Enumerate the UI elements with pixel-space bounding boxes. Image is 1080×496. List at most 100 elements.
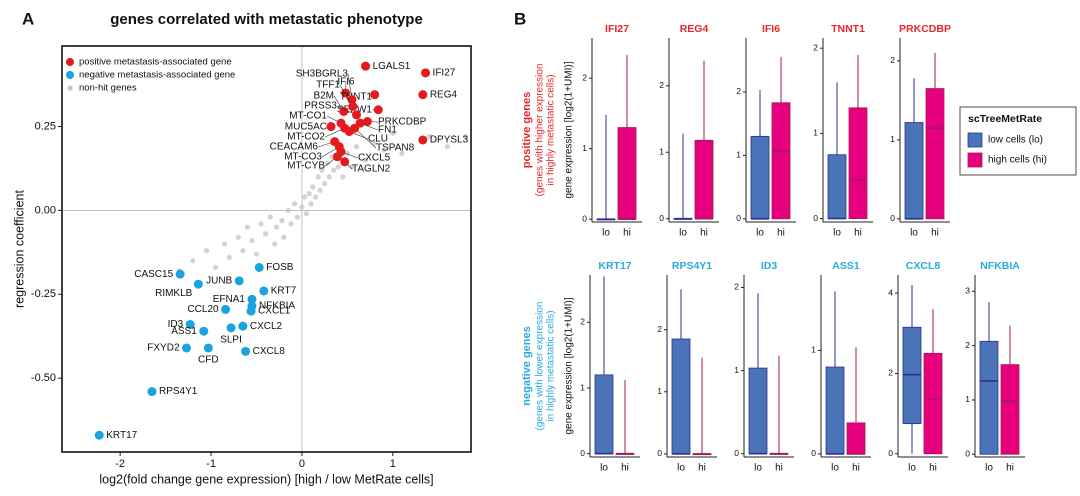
- x-tick-label: lo: [985, 463, 993, 474]
- non-hit-point: [267, 214, 273, 220]
- gene-point: [350, 123, 360, 133]
- point-label: RPS4Y1: [159, 386, 198, 397]
- non-hit-point: [258, 221, 264, 227]
- x-tick-label: lo: [754, 463, 762, 474]
- y-tick-label: 1: [580, 382, 585, 392]
- gene-point: [373, 105, 383, 115]
- x-tick-label: lo: [677, 463, 685, 474]
- y-tick-label: -0.25: [31, 288, 56, 300]
- y-tick-label: 2: [965, 340, 970, 350]
- non-hit-point: [203, 248, 210, 254]
- point-label: NFKBIA: [259, 301, 295, 312]
- point-label: TSPAN8: [376, 143, 415, 154]
- point-label: CXCL5: [358, 153, 391, 164]
- point-label: CXCL8: [253, 346, 286, 357]
- non-hit-point: [349, 164, 355, 170]
- x-tick-label: lo: [679, 228, 687, 239]
- point-label: TNNT1: [340, 92, 373, 103]
- non-hit-point: [335, 164, 341, 170]
- y-tick-label: 2: [888, 368, 893, 378]
- gene-point: [238, 321, 248, 331]
- point-label: SLPI: [220, 334, 242, 345]
- chart-title: genes correlated with metastatic phenoty…: [110, 11, 423, 28]
- point-label: SH3BGRL3: [296, 69, 349, 80]
- point-label: MT-CO1: [289, 111, 327, 122]
- point-label: CASC15: [134, 269, 173, 280]
- gene-point: [362, 116, 372, 126]
- x-axis-label: log2(fold change gene expression) [high …: [99, 472, 433, 486]
- y-tick-label: 2: [657, 324, 662, 334]
- x-tick-label: hi: [775, 463, 783, 474]
- point-label: ASS1: [171, 326, 197, 337]
- y-tick-label: 0.25: [35, 120, 56, 132]
- box: [848, 107, 868, 219]
- gene-point: [203, 343, 213, 353]
- box-title: IFI27: [605, 23, 629, 35]
- gene-point: [351, 110, 361, 120]
- legend-label: non-hit genes: [79, 83, 137, 94]
- non-hit-point: [372, 140, 378, 146]
- y-tick-label: 2: [813, 42, 818, 52]
- non-hit-point: [302, 194, 308, 200]
- panel-letter: B: [514, 9, 526, 28]
- box: [825, 366, 845, 455]
- non-hit-point: [317, 187, 323, 193]
- gene-point: [339, 106, 349, 116]
- x-tick-label: hi: [700, 228, 708, 239]
- point-label: REG4: [430, 89, 458, 100]
- y-tick-label: 0: [965, 449, 970, 459]
- point-label: CEACAM6: [270, 142, 319, 153]
- y-tick-label: 2: [890, 55, 895, 65]
- x-tick-label: hi: [1006, 463, 1014, 474]
- x-tick-label: lo: [833, 228, 841, 239]
- x-tick-label: hi: [852, 463, 860, 474]
- non-hit-point: [240, 248, 246, 254]
- x-tick-label: hi: [623, 228, 631, 239]
- gene-point: [361, 61, 371, 71]
- non-hit-point: [310, 184, 316, 190]
- gene-point: [246, 306, 256, 316]
- y-tick-label: 0: [657, 448, 662, 458]
- box: [925, 88, 945, 220]
- non-hit-point: [190, 258, 196, 264]
- gene-point: [175, 269, 185, 279]
- y-tick-label: 4: [888, 287, 893, 297]
- non-hit-point: [319, 167, 325, 173]
- y-tick-label: 0: [734, 448, 739, 458]
- non-hit-point: [213, 264, 219, 271]
- box-title: ID3: [761, 260, 778, 272]
- x-tick-label: hi: [777, 228, 785, 239]
- non-hit-point: [299, 204, 305, 210]
- point-label: CLU: [368, 134, 388, 145]
- row-sublabel: (genes with higher expression: [535, 64, 546, 197]
- gene-point: [259, 286, 269, 296]
- non-hit-point: [222, 241, 228, 247]
- box: [923, 352, 943, 455]
- legend-swatch: [66, 58, 74, 66]
- gene-point: [418, 90, 428, 100]
- box-title: TNNT1: [831, 23, 865, 35]
- non-hit-point: [315, 174, 321, 180]
- non-hit-point: [312, 194, 319, 200]
- non-hit-point: [322, 180, 328, 187]
- y-tick-label: 0: [813, 213, 818, 223]
- non-hit-point: [399, 150, 405, 156]
- x-tick-label: lo: [910, 228, 918, 239]
- y-tick-label: 1: [659, 147, 664, 157]
- box: [846, 422, 866, 455]
- point-label: B2M: [313, 91, 334, 102]
- legend-swatch: [66, 71, 74, 79]
- y-tick-label: 2: [582, 72, 587, 82]
- non-hit-point: [249, 238, 255, 244]
- gene-point: [348, 101, 358, 111]
- point-label: CXCL1: [258, 306, 291, 317]
- box-title: NFKBIA: [980, 260, 1020, 272]
- non-hit-point: [294, 214, 301, 220]
- y-axis-label: gene expression [log2(1+UMI)]: [564, 61, 575, 198]
- gene-point: [370, 90, 380, 100]
- non-hit-point: [292, 201, 298, 207]
- box: [902, 326, 922, 425]
- point-label: FOSB: [266, 262, 294, 273]
- y-tick-label: 0.00: [35, 204, 56, 216]
